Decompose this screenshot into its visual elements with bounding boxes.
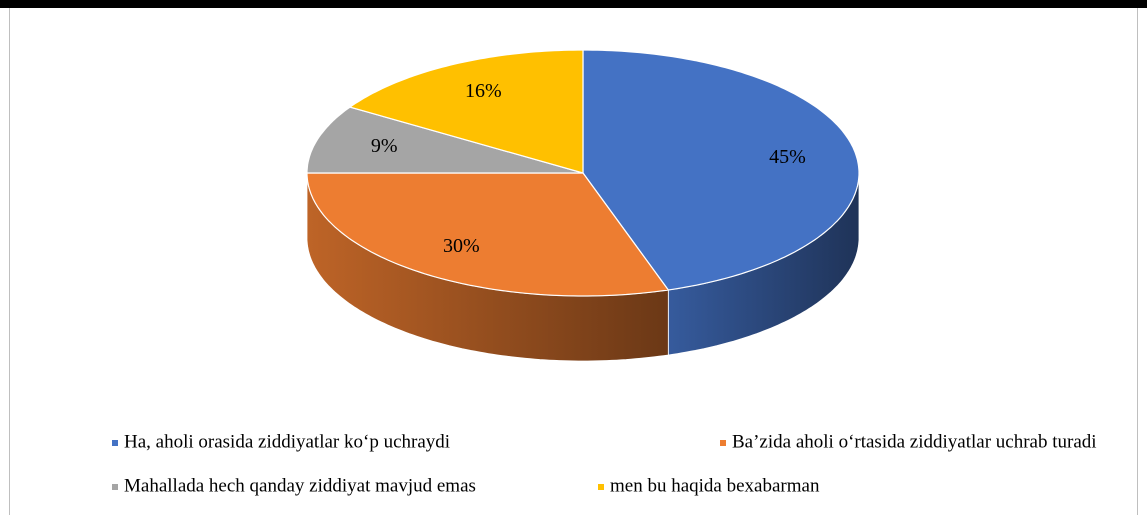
- legend-marker: [112, 440, 118, 446]
- top-border: [0, 0, 1147, 8]
- slice: [582, 49, 860, 291]
- legend-label: Mahallada hech qanday ziddiyat mavjud em…: [124, 475, 476, 496]
- data-label: 45%: [769, 146, 806, 168]
- slice: [306, 106, 584, 174]
- slice: [306, 172, 670, 297]
- legend-label: men bu haqida bexabarman: [610, 475, 820, 496]
- legend-marker: [112, 484, 118, 490]
- slice: [348, 49, 584, 174]
- legend-marker: [720, 440, 726, 446]
- data-label: 30%: [443, 235, 480, 257]
- legend-label: Ha, aholi orasida ziddiyatlar ko‘p uchra…: [124, 431, 450, 452]
- legend-label: Ba’zida aholi o‘rtasida ziddiyatlar uchr…: [732, 431, 1097, 452]
- legend-marker: [598, 484, 604, 490]
- data-label: 16%: [465, 80, 502, 102]
- data-label: 9%: [371, 135, 398, 157]
